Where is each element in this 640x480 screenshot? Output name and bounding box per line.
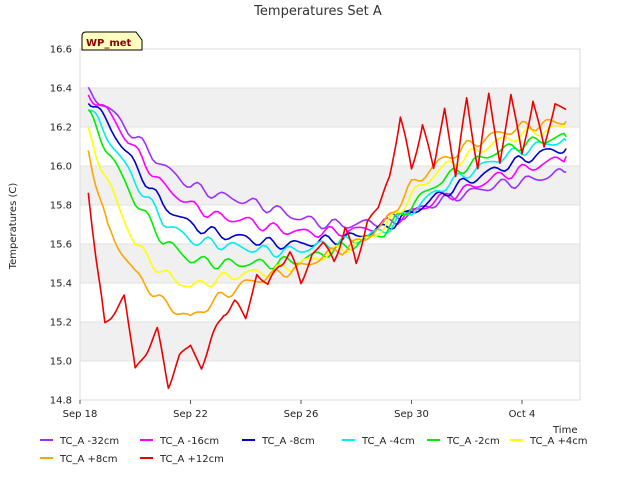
- legend-label: TC_A -16cm: [159, 436, 219, 447]
- badge-shape: [81, 31, 143, 51]
- badge-text: WP_met: [86, 38, 132, 49]
- x-tick-label: Sep 30: [394, 409, 429, 420]
- y-tick-label: 15.4: [50, 279, 72, 290]
- chart-title: Temperatures Set A: [253, 4, 382, 19]
- legend-label: TC_A -2cm: [446, 436, 500, 447]
- legend-label: TC_A +8cm: [59, 454, 118, 465]
- series-line-tc-a-8cm: [87, 102, 567, 250]
- series-line-tc-a-16cm: [87, 94, 567, 239]
- station-badge: WP_met: [81, 31, 143, 51]
- y-tick-label: 16.6: [50, 45, 72, 56]
- series-line-tc-a-4cm: [88, 109, 567, 259]
- plot-band: [80, 244, 580, 283]
- plot-band: [80, 322, 580, 361]
- y-tick-label: 16.4: [50, 84, 72, 95]
- series-line-tc-a-12cm: [87, 92, 567, 390]
- y-tick-label: 15.2: [50, 318, 72, 329]
- y-tick-label: 15.6: [50, 240, 72, 251]
- x-tick-label: Sep 22: [173, 409, 208, 420]
- y-axis-label: Temperatures (C): [8, 183, 19, 271]
- x-axis-ticks: Sep 18 Sep 22 Sep 26 Sep 30 Oct 4: [63, 400, 536, 420]
- y-tick-label: 15.8: [50, 201, 72, 212]
- x-axis-label: Time: [552, 425, 577, 436]
- plot-frame: [79, 48, 581, 401]
- legend-label: TC_A -8cm: [261, 436, 315, 447]
- plot-band: [80, 88, 580, 127]
- x-tick-label: Sep 26: [284, 409, 319, 420]
- y-tick-label: 15.0: [50, 357, 72, 368]
- legend-label: TC_A +12cm: [159, 454, 224, 465]
- series-lines: [87, 86, 567, 390]
- legend-label: TC_A -4cm: [361, 436, 415, 447]
- series-line-tc-a-2cm: [87, 109, 567, 270]
- legend: TC_A -32cm TC_A -16cm TC_A -8cm TC_A -4cm TC…: [40, 436, 588, 465]
- legend-label: TC_A -32cm: [59, 436, 119, 447]
- y-tick-label: 16.2: [50, 123, 72, 134]
- series-line-tc-a-32cm: [87, 86, 567, 230]
- x-tick-label: Oct 4: [509, 409, 536, 420]
- legend-label: TC_A +4cm: [529, 436, 588, 447]
- plot-background: [79, 48, 581, 401]
- y-tick-label: 16.0: [50, 162, 72, 173]
- series-line-tc-a-4cm: [87, 124, 567, 288]
- y-tick-label: 14.8: [50, 396, 72, 407]
- y-axis-ticks: 14.8 15.0 15.2 15.4 15.6 15.8 16.0 16.2 16.4 16.6: [50, 45, 72, 407]
- x-tick-label: Sep 18: [63, 409, 98, 420]
